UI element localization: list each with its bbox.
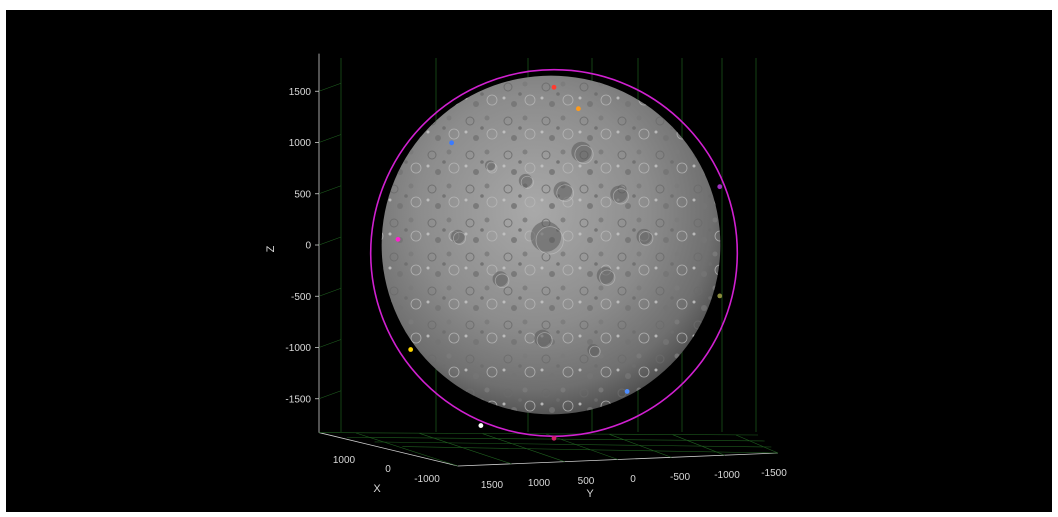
grid-line: [355, 432, 459, 467]
moon-crater: [610, 185, 628, 203]
y-tick-label: -500: [670, 472, 690, 483]
z-tick-label: -500: [291, 292, 311, 303]
grid-line: [318, 287, 342, 297]
grid-line: [374, 441, 772, 448]
moon-crater: [530, 221, 562, 252]
y-tick-label: -1500: [761, 468, 787, 479]
z-axis-label: Z: [265, 245, 277, 252]
moon-crater: [553, 181, 573, 201]
grid-line: [402, 446, 779, 454]
x-tick-label: -1000: [414, 474, 440, 485]
grid-line: [545, 433, 619, 460]
moon-crater-rim: [612, 188, 629, 205]
orbit-point: [551, 435, 557, 441]
grid-line: [318, 82, 342, 92]
moon-crater: [492, 271, 508, 287]
moon-crater-rim: [556, 184, 574, 202]
plot-area[interactable]: 1500 1000 500 0 -500 -1000 -1500 Z 1000 0 -1000 …: [6, 10, 1052, 512]
x-tick-label: 1000: [333, 455, 356, 466]
y-axis-ticks: 1500 1000 500 0 -500 -1000 -1500: [481, 468, 787, 491]
grid-line: [318, 339, 342, 348]
orbit-point: [717, 184, 723, 190]
z-axis-ticks: 1500 1000 500 0 -500 -1000 -1500: [285, 87, 319, 405]
moon-crater: [596, 267, 614, 284]
z-tick-label: 500: [294, 189, 311, 200]
moon-crater-rim: [535, 226, 564, 255]
z-tick-label: -1000: [285, 343, 311, 354]
moon-crater-rim: [589, 345, 601, 358]
grid-line: [318, 432, 759, 436]
moon-crater-rim: [638, 231, 654, 246]
moon-crater-rim: [520, 175, 534, 189]
grid-line: [609, 434, 672, 458]
y-tick-label: 0: [630, 474, 636, 485]
moon-crater: [534, 329, 551, 347]
grid-line: [318, 236, 342, 246]
orbit-point: [395, 236, 401, 242]
z-tick-label: -1500: [285, 394, 311, 405]
z-tick-label: 1000: [289, 138, 312, 149]
orbit-points: [395, 84, 723, 441]
moon-crater-rim: [486, 161, 497, 172]
orbit-point: [449, 140, 455, 146]
moon-crater-rim: [453, 231, 467, 245]
grid-line: [318, 134, 342, 143]
z-tick-label: 0: [305, 241, 311, 252]
grid-line: [318, 185, 342, 195]
orbit-point: [624, 389, 630, 394]
y-tick-label: -1000: [714, 470, 740, 481]
grid-line: [419, 433, 512, 465]
moon-crater-rim: [574, 144, 594, 164]
x-axis-ticks: 1000 0 -1000: [333, 455, 440, 485]
x-tick-label: 0: [385, 464, 391, 475]
moon-crater: [518, 173, 533, 188]
orbit-point: [575, 106, 581, 112]
grid-line: [318, 390, 342, 400]
moon-crater-rim: [599, 269, 616, 286]
orbit-point: [551, 84, 557, 90]
moon-crater-rim: [494, 273, 510, 289]
x-axis-line: [318, 432, 459, 467]
orbit-point: [717, 293, 723, 299]
y-tick-label: 1000: [528, 478, 551, 489]
y-tick-label: 500: [578, 476, 595, 487]
moon-sphere: [381, 75, 721, 415]
z-tick-label: 1500: [289, 87, 312, 98]
moon-crater-rim: [536, 332, 553, 349]
x-axis-label: X: [373, 483, 381, 495]
orbit-point: [478, 423, 484, 428]
y-axis-label: Y: [586, 488, 594, 500]
grid-line: [735, 434, 779, 454]
orbit-point: [408, 347, 414, 352]
moon-crater: [484, 160, 496, 171]
moon-crater: [587, 344, 600, 356]
y-tick-label: 1500: [481, 480, 504, 491]
moon-crater: [451, 229, 465, 244]
moon-crater: [571, 141, 592, 163]
moon-crater: [636, 228, 652, 245]
